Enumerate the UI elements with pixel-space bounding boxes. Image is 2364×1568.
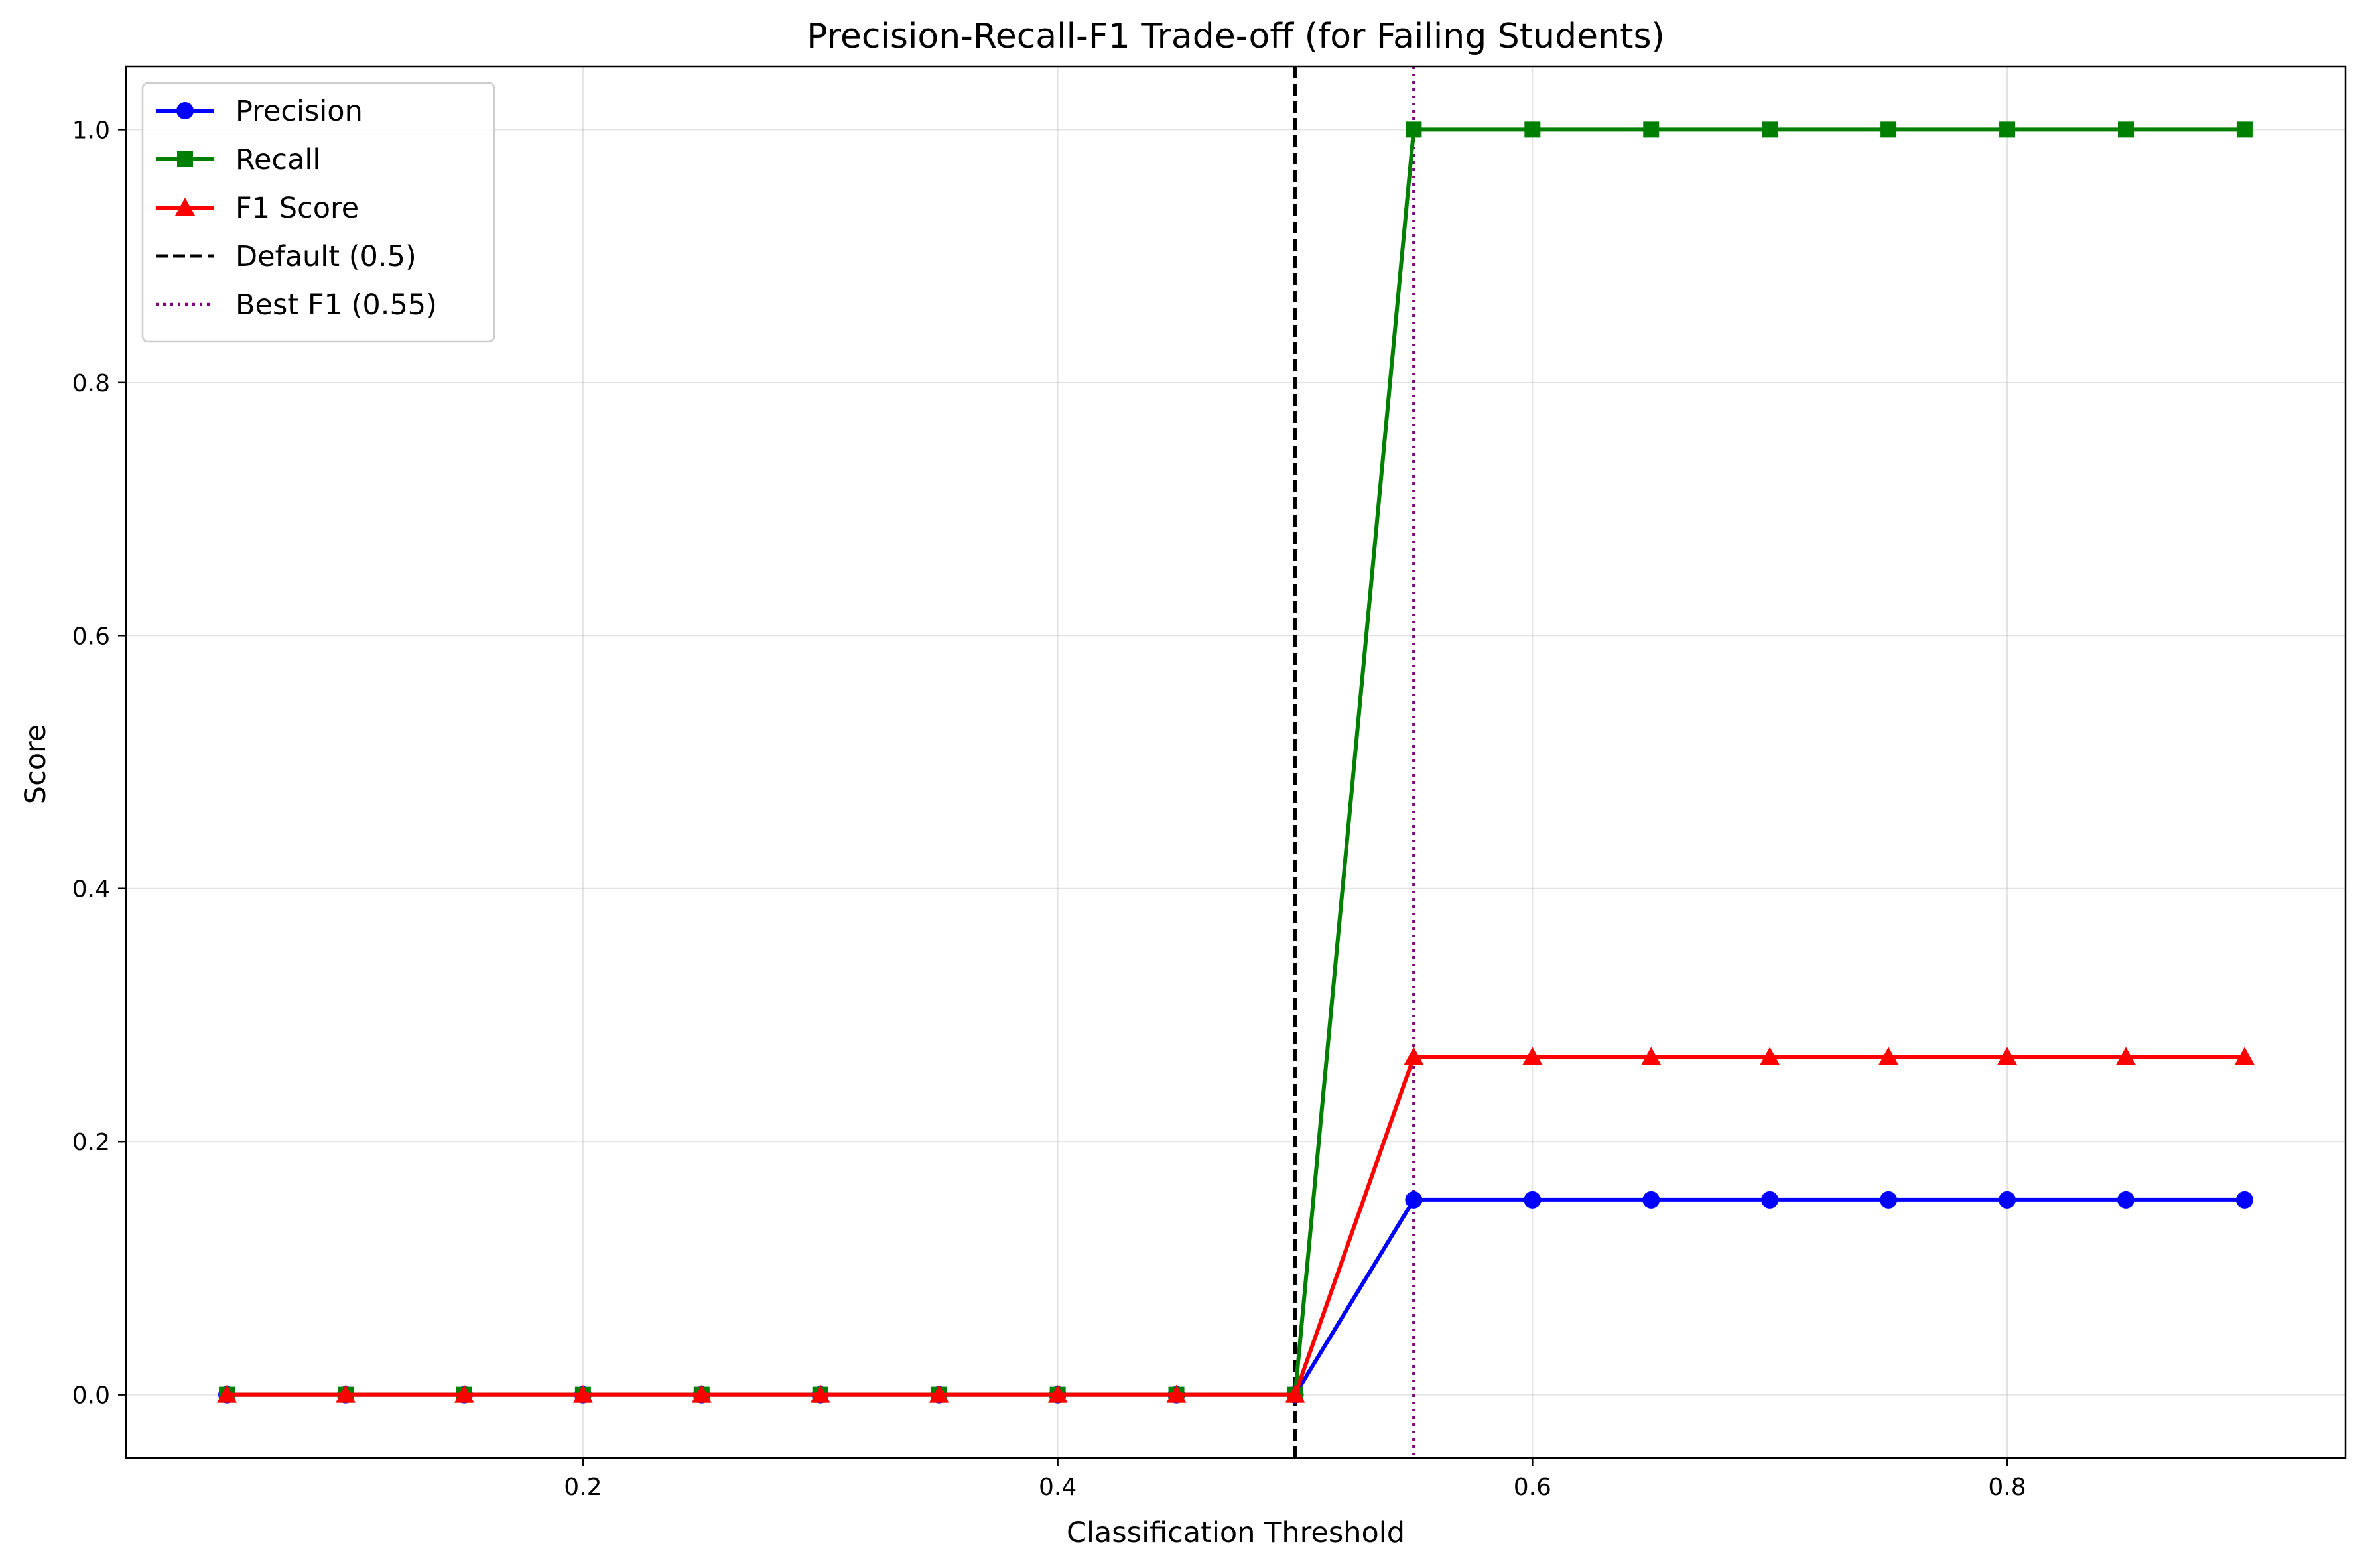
data-point (2234, 1047, 2255, 1065)
legend-entry: Precision (156, 95, 363, 128)
x-tick-label: 0.8 (1988, 1474, 2026, 1501)
data-point (1878, 1047, 1899, 1065)
data-point (1761, 1191, 1779, 1209)
series (217, 121, 2255, 1404)
y-tick-label: 0.8 (72, 370, 110, 397)
ticks: 0.2 0.4 0.6 0.8 0.0 0.2 0.4 0.6 0.8 1.0 (72, 117, 2026, 1501)
data-point (2117, 1191, 2134, 1209)
data-point (1997, 1047, 2018, 1065)
legend-entry: Default (0.5) (156, 240, 417, 273)
legend-box (141, 82, 495, 343)
series-line (227, 1055, 2245, 1397)
data-point (1522, 1047, 1543, 1065)
data-point (1524, 121, 1541, 138)
data-point (1760, 1047, 1780, 1065)
legend-marker-swatch (175, 198, 195, 216)
x-axis-label: Classification Threshold (1067, 1516, 1405, 1549)
y-tick-label: 1.0 (72, 117, 110, 144)
data-point (1880, 121, 1897, 138)
reference-lines (1293, 66, 1415, 1458)
data-point (1285, 1384, 1305, 1403)
y-tick-label: 0.2 (72, 1129, 110, 1156)
legend-label: Recall (235, 143, 320, 176)
data-point (1642, 1191, 1660, 1209)
data-point (2117, 121, 2134, 138)
data-point (810, 1384, 830, 1403)
data-point (691, 1384, 712, 1403)
y-axis-label: Score (19, 724, 52, 804)
x-tick-label: 0.2 (564, 1474, 602, 1501)
legend-label: Default (0.5) (235, 240, 417, 273)
legend-label: F1 Score (235, 192, 359, 225)
data-point (1762, 121, 1778, 138)
legend-entry: Recall (156, 143, 320, 176)
legend-marker-swatch (176, 102, 194, 119)
legend: Precision Recall F1 Score Default (0.5) Best… (141, 82, 495, 343)
data-point (1999, 121, 2016, 138)
legend-entry: F1 Score (156, 192, 359, 225)
y-tick-label: 0.4 (72, 876, 110, 903)
data-point (1524, 1191, 1542, 1209)
data-point (2115, 1047, 2136, 1065)
data-point (572, 1384, 593, 1403)
data-point (1166, 1384, 1187, 1403)
plot-frame (125, 65, 2347, 1459)
data-point (2235, 1191, 2253, 1209)
data-point (2236, 121, 2253, 138)
data-point (217, 1384, 237, 1403)
y-tick-label: 0.6 (72, 623, 110, 650)
data-point (1047, 1384, 1068, 1403)
series-3 (217, 1047, 2255, 1403)
data-point (1643, 121, 1660, 138)
data-point (1880, 1191, 1898, 1209)
data-point (1641, 1047, 1662, 1065)
data-point (454, 1384, 474, 1403)
data-point (929, 1384, 949, 1403)
chart-title: Precision-Recall-F1 Trade-off (for Faili… (807, 17, 1665, 56)
data-point (1406, 121, 1422, 138)
data-point (1999, 1191, 2016, 1209)
legend-label: Best F1 (0.55) (235, 289, 437, 322)
data-point (1404, 1047, 1424, 1065)
legend-marker-swatch (177, 151, 193, 167)
x-tick-label: 0.6 (1514, 1474, 1551, 1501)
legend-entry: Best F1 (0.55) (156, 289, 437, 322)
x-tick-label: 0.4 (1039, 1474, 1077, 1501)
data-point (336, 1384, 356, 1403)
legend-label: Precision (235, 95, 363, 128)
data-point (1405, 1191, 1423, 1209)
y-tick-label: 0.0 (72, 1382, 110, 1409)
